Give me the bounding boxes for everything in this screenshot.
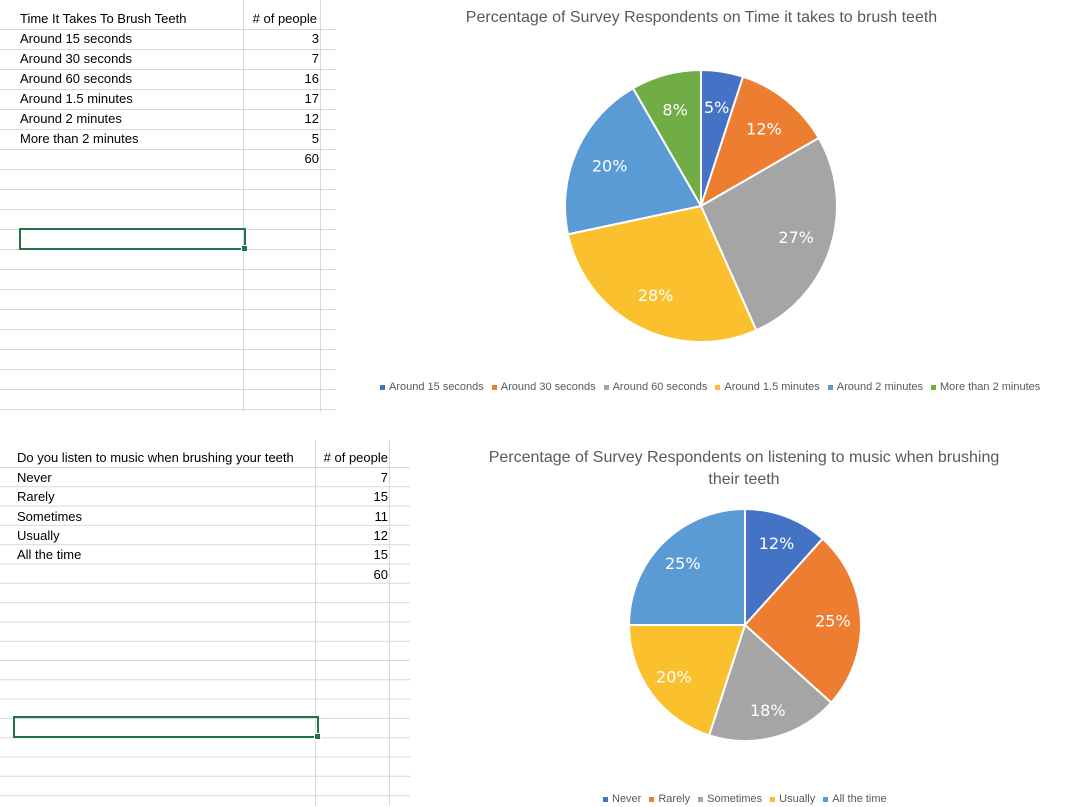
table1-row-3-category[interactable]: Around 1.5 minutes (20, 91, 133, 106)
chart-1-legend-item-4[interactable]: Around 2 minutes (827, 381, 923, 393)
chart-1-slice-5[interactable] (631, 68, 702, 210)
chart-1-data-label-5: 8% (662, 100, 687, 119)
chart-2-legend-label-3: Usually (779, 793, 816, 805)
selected-cell[interactable] (19, 228, 248, 252)
chart-2-slice-4[interactable] (627, 507, 746, 626)
table1-header-count[interactable]: # of people (252, 11, 317, 26)
chart-1-legend-item-1[interactable]: Around 30 seconds (491, 381, 596, 393)
chart-1-slice-1[interactable] (699, 75, 821, 209)
chart-2-legend-swatch-0 (603, 796, 608, 802)
selected-cell-2[interactable] (13, 716, 321, 740)
chart-1-legend-item-3[interactable]: Around 1.5 minutes (715, 381, 820, 393)
chart-1-legend: Around 15 seconds Around 30 seconds Around… (380, 381, 1048, 393)
chart-1-data-label-0: 5% (704, 98, 729, 117)
table2-row-1-category[interactable]: Rarely (17, 489, 55, 505)
chart-2-legend-swatch-1 (649, 796, 655, 802)
chart-1-legend-label-0: Around 15 seconds (389, 381, 484, 393)
chart-1-legend-label-3: Around 1.5 minutes (724, 381, 820, 393)
chart-2-legend-item-0[interactable]: Never (603, 793, 641, 805)
table1-row-4-count[interactable]: 12 (304, 111, 319, 126)
table1-row-5-count[interactable]: 5 (311, 131, 319, 146)
chart-1-legend-item-2[interactable]: Around 60 seconds (603, 381, 708, 393)
table2-header-category[interactable]: Do you listen to music when brushing you… (17, 450, 294, 465)
chart-1-slice-3[interactable] (566, 204, 758, 343)
chart-1-legend-label-1: Around 30 seconds (500, 381, 596, 393)
table2-row-2-count[interactable]: 11 (374, 508, 389, 524)
chart-1-title: Percentage of Survey Respondents on Time… (465, 9, 938, 26)
chart-1-pie: 5% 12% 27% 28% 20% 8% (564, 68, 838, 343)
chart-2[interactable]: Percentage of Survey Respondents on list… (412, 437, 1067, 806)
chart-2-data-label-4: 25% (665, 554, 701, 573)
spreadsheet-2-gridlines (0, 440, 410, 806)
chart-1-legend-swatch-2 (603, 384, 609, 390)
table1-row-0-count[interactable]: 3 (311, 31, 319, 46)
chart-2-legend-item-2[interactable]: Sometimes (698, 793, 762, 805)
table2-row-0-count[interactable]: 7 (380, 470, 388, 485)
chart-1-data-label-3: 28% (638, 286, 674, 305)
chart-2-legend-item-1[interactable]: Rarely (649, 793, 690, 805)
table1-row-2-count[interactable]: 16 (304, 71, 319, 86)
fill-handle-2[interactable] (314, 733, 321, 740)
chart-1-legend-item-5[interactable]: More than 2 minutes (931, 381, 1040, 393)
chart-2-data-label-0: 12% (759, 534, 795, 553)
chart-2-title: Percentage of Survey Respondents on list… (488, 449, 1000, 488)
chart-1-legend-swatch-3 (715, 384, 721, 390)
table1-row-1-category[interactable]: Around 30 seconds (20, 51, 133, 66)
table1-row-1-count[interactable]: 7 (311, 51, 319, 66)
chart-1[interactable]: Percentage of Survey Respondents on Time… (336, 0, 1067, 410)
table2-row-2-category[interactable]: Sometimes (17, 508, 83, 524)
chart-1-legend-swatch-4 (827, 384, 833, 390)
chart-2-pie: 12% 25% 18% 20% 25% (627, 507, 862, 742)
chart-1-legend-label-2: Around 60 seconds (612, 381, 708, 393)
spreadsheet-2: Do you listen to music when brushing you… (0, 440, 410, 806)
table1-row-3-count[interactable]: 17 (304, 91, 319, 106)
fill-handle[interactable] (241, 245, 248, 252)
table2-row-0-category[interactable]: Never (17, 470, 52, 485)
chart-2-legend-swatch-2 (698, 796, 704, 802)
table2-header-count[interactable]: # of people (323, 450, 388, 465)
table2-row-4-category[interactable]: All the time (17, 547, 82, 563)
table1-row-5-category[interactable]: More than 2 minutes (20, 131, 139, 146)
chart-1-legend-swatch-0 (380, 384, 385, 390)
table2-row-3-count[interactable]: 12 (373, 527, 388, 543)
chart-2-data-label-2: 18% (750, 701, 786, 720)
chart-1-slice-4[interactable] (564, 86, 703, 236)
chart-2-legend-label-4: All the time (832, 793, 887, 805)
chart-2-legend: Never Rarely Sometimes Usually All the time (603, 793, 895, 805)
chart-2-slice-3[interactable] (627, 624, 747, 737)
spreadsheet-1: Time It Takes To Brush Teeth # of people… (0, 0, 336, 412)
chart-1-data-label-1: 12% (746, 119, 782, 138)
chart-2-data-label-3: 20% (656, 668, 692, 687)
chart-2-slice-2[interactable] (707, 623, 833, 742)
table1-header-category[interactable]: Time It Takes To Brush Teeth (20, 11, 187, 26)
chart-1-legend-label-4: Around 2 minutes (836, 381, 923, 393)
chart-1-data-label-2: 27% (778, 228, 814, 247)
chart-1-legend-swatch-5 (931, 384, 936, 390)
chart-2-legend-swatch-3 (770, 796, 776, 802)
chart-2-legend-label-2: Sometimes (707, 793, 763, 805)
chart-1-legend-label-5: More than 2 minutes (940, 381, 1041, 393)
table2-row-4-count[interactable]: 15 (373, 547, 388, 563)
chart-1-legend-swatch-1 (491, 384, 497, 390)
chart-2-slice-1[interactable] (743, 537, 862, 705)
table2-row-5-count[interactable]: 60 (373, 566, 388, 582)
table1-row-6-count[interactable]: 60 (304, 151, 319, 166)
chart-2-legend-label-0: Never (612, 793, 642, 805)
chart-2-legend-item-3[interactable]: Usually (770, 793, 815, 805)
chart-1-legend-item-0[interactable]: Around 15 seconds (380, 381, 484, 393)
chart-2-slice-0[interactable] (744, 507, 825, 628)
chart-2-data-label-1: 25% (815, 611, 851, 630)
table2-row-3-category[interactable]: Usually (17, 527, 60, 543)
table1-row-4-category[interactable]: Around 2 minutes (20, 111, 122, 126)
table2-row-1-count[interactable]: 15 (373, 489, 388, 505)
chart-2-legend-swatch-4 (823, 796, 829, 802)
table1-row-2-category[interactable]: Around 60 seconds (20, 71, 133, 86)
chart-2-legend-item-4[interactable]: All the time (823, 793, 887, 805)
chart-2-legend-label-1: Rarely (658, 793, 691, 805)
table1-row-0-category[interactable]: Around 15 seconds (20, 31, 133, 46)
chart-1-data-label-4: 20% (592, 156, 628, 175)
